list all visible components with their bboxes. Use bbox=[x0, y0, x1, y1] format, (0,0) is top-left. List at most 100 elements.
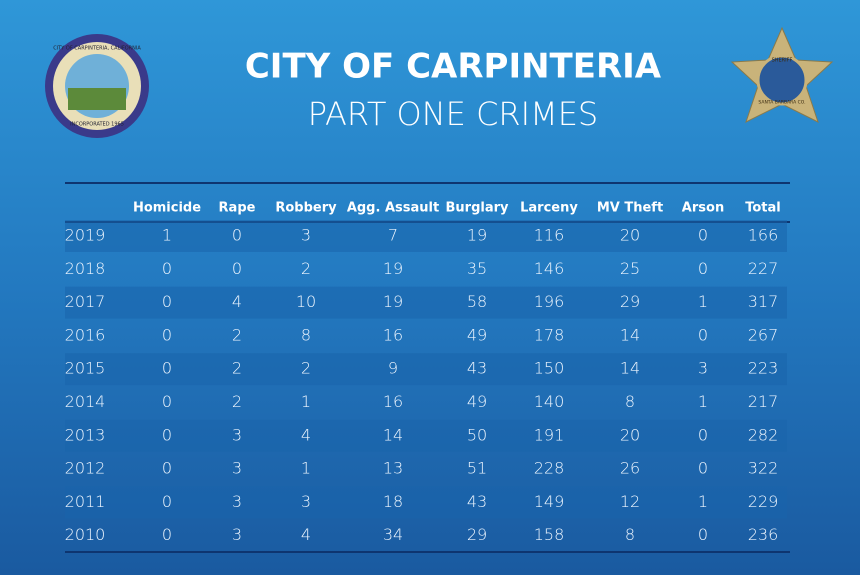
table-cell: 0 bbox=[162, 492, 172, 511]
table-cell: 2 bbox=[232, 325, 242, 344]
seal-top-text: CITY OF CARPINTERIA, CALIFORNIA bbox=[53, 46, 141, 52]
table-cell: 4 bbox=[301, 425, 311, 444]
table-cell: 49 bbox=[467, 392, 487, 411]
table-cell: 19 bbox=[467, 226, 487, 245]
table-cell: 7 bbox=[388, 226, 398, 245]
table-cell: 0 bbox=[162, 359, 172, 378]
table-cell: 20 bbox=[620, 226, 640, 245]
table-cell: 236 bbox=[748, 525, 779, 544]
table-cell: 267 bbox=[748, 325, 779, 344]
table-cell: 3 bbox=[232, 525, 242, 544]
table-cell: 12 bbox=[620, 492, 640, 511]
table-cell: 8 bbox=[301, 325, 311, 344]
table-cell: 0 bbox=[162, 525, 172, 544]
column-header: Total bbox=[745, 201, 781, 216]
table-cell: 178 bbox=[534, 325, 565, 344]
table-cell: 16 bbox=[383, 392, 403, 411]
table-cell: 14 bbox=[620, 325, 640, 344]
row-year: 2015 bbox=[65, 359, 106, 378]
row-year: 2019 bbox=[65, 226, 106, 245]
table-cell: 4 bbox=[301, 525, 311, 544]
table-cell: 1 bbox=[162, 226, 172, 245]
table-cell: 34 bbox=[383, 525, 403, 544]
table-cell: 322 bbox=[748, 459, 779, 478]
table-cell: 1 bbox=[301, 392, 311, 411]
table-cell: 1 bbox=[301, 459, 311, 478]
table-cell: 217 bbox=[748, 392, 779, 411]
badge-bottom-text: SANTA BARBARA CO. bbox=[758, 100, 805, 106]
row-year: 2017 bbox=[65, 292, 106, 311]
table-cell: 49 bbox=[467, 325, 487, 344]
table-cell: 10 bbox=[296, 292, 316, 311]
table-cell: 227 bbox=[748, 259, 779, 278]
sheriff-badge: SHERIFF SANTA BARBARA CO. bbox=[730, 26, 834, 123]
table-cell: 43 bbox=[467, 492, 487, 511]
column-header: Burglary bbox=[446, 201, 510, 216]
title: CITY OF CARPINTERIA bbox=[245, 47, 662, 87]
table-cell: 51 bbox=[467, 459, 487, 478]
table-cell: 8 bbox=[625, 525, 635, 544]
table-cell: 166 bbox=[748, 226, 779, 245]
table-cell: 0 bbox=[162, 292, 172, 311]
table-cell: 2 bbox=[232, 359, 242, 378]
column-header: Arson bbox=[682, 201, 724, 216]
row-year: 2014 bbox=[65, 392, 106, 411]
table-cell: 2 bbox=[232, 392, 242, 411]
table-cell: 3 bbox=[232, 492, 242, 511]
table-cell: 0 bbox=[698, 425, 708, 444]
table-cell: 0 bbox=[162, 425, 172, 444]
subtitle: PART ONE CRIMES bbox=[308, 95, 598, 133]
table-cell: 8 bbox=[625, 392, 635, 411]
table-cell: 16 bbox=[383, 325, 403, 344]
table-cell: 158 bbox=[534, 525, 565, 544]
column-header: Homicide bbox=[133, 201, 201, 216]
table-cell: 228 bbox=[534, 459, 565, 478]
row-band bbox=[65, 486, 787, 519]
table-cell: 19 bbox=[383, 259, 403, 278]
table-cell: 2 bbox=[301, 359, 311, 378]
table-cell: 0 bbox=[162, 392, 172, 411]
table-cell: 1 bbox=[698, 492, 708, 511]
table-cell: 25 bbox=[620, 259, 640, 278]
badge-top-text: SHERIFF bbox=[772, 58, 793, 64]
table-cell: 4 bbox=[232, 292, 242, 311]
table-cell: 3 bbox=[301, 226, 311, 245]
table-cell: 14 bbox=[620, 359, 640, 378]
row-year: 2018 bbox=[65, 259, 106, 278]
table-cell: 9 bbox=[388, 359, 398, 378]
table-cell: 1 bbox=[698, 392, 708, 411]
table-cell: 58 bbox=[467, 292, 487, 311]
column-header: Larceny bbox=[520, 201, 578, 216]
column-header: Rape bbox=[219, 201, 256, 216]
table-cell: 149 bbox=[534, 492, 565, 511]
row-year: 2013 bbox=[65, 425, 106, 444]
table-cell: 140 bbox=[534, 392, 565, 411]
table-cell: 0 bbox=[698, 459, 708, 478]
table-cell: 0 bbox=[232, 259, 242, 278]
row-band bbox=[65, 286, 787, 319]
row-band bbox=[65, 419, 787, 452]
seal-bottom-text: INCORPORATED 1965 bbox=[70, 122, 124, 128]
table-cell: 229 bbox=[748, 492, 779, 511]
row-year: 2011 bbox=[65, 492, 106, 511]
row-band bbox=[65, 353, 787, 386]
table-cell: 50 bbox=[467, 425, 487, 444]
table-cell: 146 bbox=[534, 259, 565, 278]
table-cell: 0 bbox=[698, 259, 708, 278]
table-cell: 14 bbox=[383, 425, 403, 444]
table-cell: 13 bbox=[383, 459, 403, 478]
table-cell: 0 bbox=[698, 525, 708, 544]
table-cell: 223 bbox=[748, 359, 779, 378]
table-cell: 116 bbox=[534, 226, 565, 245]
table-cell: 29 bbox=[467, 525, 487, 544]
row-year: 2016 bbox=[65, 325, 106, 344]
column-header: MV Theft bbox=[597, 201, 663, 216]
table-cell: 3 bbox=[301, 492, 311, 511]
table-cell: 0 bbox=[232, 226, 242, 245]
table-cell: 18 bbox=[383, 492, 403, 511]
table-cell: 196 bbox=[534, 292, 565, 311]
table-cell: 3 bbox=[232, 459, 242, 478]
table-cell: 0 bbox=[698, 325, 708, 344]
